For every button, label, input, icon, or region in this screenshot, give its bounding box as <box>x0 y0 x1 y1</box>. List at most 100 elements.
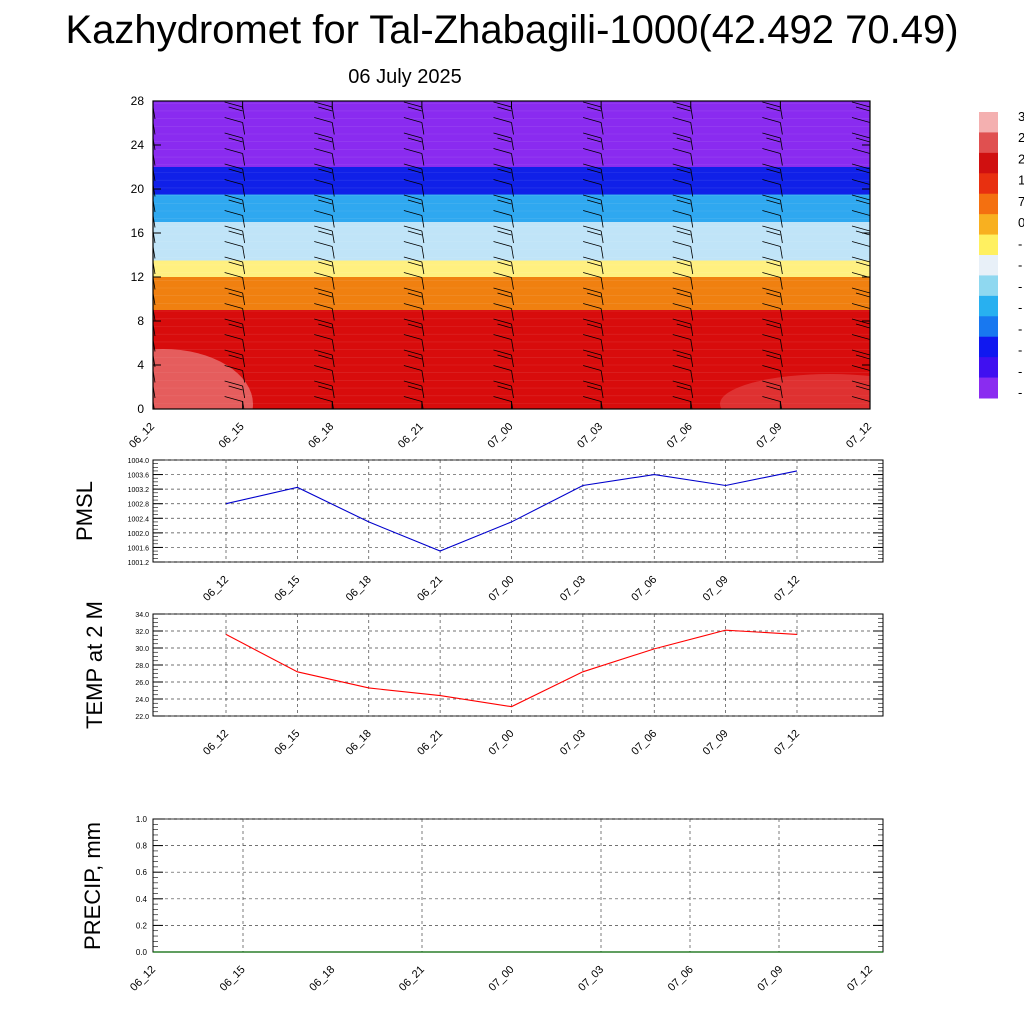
wind-barb <box>851 132 870 143</box>
x-tick-label: 07_03 <box>558 574 588 604</box>
y-tick-label: 20 <box>131 182 145 196</box>
wind-barb <box>672 349 694 368</box>
wind-barb <box>403 349 425 368</box>
colorbar-swatch <box>979 112 998 133</box>
wind-barb <box>493 210 514 228</box>
wind-barb <box>153 246 156 259</box>
wind-barb <box>672 194 694 213</box>
y-tick-label: 8 <box>137 314 144 328</box>
wind-barb <box>672 148 694 166</box>
wind-barb <box>224 117 246 135</box>
x-tick-label: 06_15 <box>272 728 302 758</box>
colorbar-label: - <box>1018 300 1022 315</box>
wind-barb <box>403 241 425 259</box>
wind-barb <box>672 256 694 275</box>
colorbar-swatch <box>979 214 998 236</box>
wind-barb <box>583 163 604 182</box>
x-tick-label: 07_00 <box>487 964 517 994</box>
wind-barb <box>672 210 694 228</box>
wind-barb <box>224 256 246 275</box>
wind-barb <box>583 380 604 399</box>
y-tick-label: 0.6 <box>136 868 148 877</box>
wind-barb <box>153 168 156 182</box>
wind-barb <box>851 287 870 298</box>
wind-barb <box>493 179 514 197</box>
pmsl-panel: 1001.2 1001.6 1002.0 1002.4 1002.8 1003.2 1003… <box>72 458 884 604</box>
colorbar-label: - <box>1018 321 1022 336</box>
colorbar-swatch <box>979 173 998 195</box>
wind-barb <box>314 303 335 321</box>
chart-title: Kazhydromet for Tal-Zhabagili-1000(42.49… <box>65 8 959 52</box>
wind-barb <box>493 163 514 182</box>
wind-barb <box>583 194 604 213</box>
wind-barb <box>493 256 514 275</box>
colorbar-swatch <box>979 132 998 154</box>
wind-barb <box>493 318 514 337</box>
y-tick-label: 28.0 <box>135 663 149 670</box>
wind-barb <box>403 287 425 306</box>
wind-barb <box>314 334 335 352</box>
wind-barb <box>672 318 694 337</box>
heatmap-band <box>153 310 870 409</box>
wind-barb <box>851 210 870 218</box>
y-tick-label: 24 <box>131 138 145 152</box>
wind-barb <box>403 163 425 182</box>
wind-barb <box>762 241 783 259</box>
wind-barb <box>583 117 604 135</box>
wind-barb <box>762 256 783 275</box>
colorbar-swatch <box>979 336 998 358</box>
plot-frame <box>152 818 884 953</box>
wind-barb <box>224 148 246 166</box>
y-tick-label: 1004.0 <box>128 458 150 465</box>
heatmap-band <box>153 260 870 277</box>
wind-barb <box>224 225 246 244</box>
wind-barb <box>493 148 514 166</box>
cross-section-panel: 0 4 8 12 16 20 24 28 06_12 06_15 06_18 06_21 07_00 07… <box>127 94 874 451</box>
wind-barb <box>672 287 694 306</box>
wind-barb <box>851 380 870 391</box>
wind-barb <box>403 334 425 352</box>
y-tick-label: 1003.6 <box>128 473 150 480</box>
x-tick-label: 07_12 <box>844 421 874 451</box>
y-tick-label: 0.8 <box>136 842 148 851</box>
x-tick-label: 06_21 <box>415 728 445 758</box>
x-tick-label: 06_15 <box>217 421 247 451</box>
wind-barb <box>583 241 604 259</box>
wind-barb <box>493 380 514 399</box>
wind-barb <box>314 241 335 259</box>
wind-barb <box>493 194 514 213</box>
wind-barb <box>314 117 335 135</box>
wind-barb <box>493 117 514 135</box>
wind-barb <box>762 334 783 352</box>
x-tick-label: 07_00 <box>487 574 517 604</box>
colorbar-label: - <box>1018 343 1022 358</box>
wind-barb <box>762 163 783 182</box>
wind-barb <box>403 194 425 213</box>
wind-barb <box>403 256 425 275</box>
wind-barb <box>224 163 246 182</box>
wind-barb <box>224 194 246 213</box>
x-tick-label: 06_21 <box>396 421 426 451</box>
y-tick-label: 0.4 <box>136 895 148 904</box>
wind-barb <box>314 179 335 197</box>
x-tick-label: 07_06 <box>629 728 659 758</box>
x-tick-label: 07_03 <box>576 964 606 994</box>
wind-barb <box>224 210 246 228</box>
x-tick-label: 07_06 <box>665 421 695 451</box>
wind-barb <box>851 318 870 329</box>
wind-barb <box>672 272 694 290</box>
wind-barb <box>851 148 870 156</box>
wind-barb <box>403 303 425 321</box>
plot-frame <box>152 459 884 563</box>
wind-barb <box>314 163 335 182</box>
wind-barb <box>224 303 246 321</box>
wind-barb <box>672 117 694 135</box>
wind-barb <box>153 215 156 228</box>
colorbar-label: 7 <box>1018 194 1024 209</box>
x-tick-label: 07_12 <box>845 964 875 994</box>
wind-barb <box>153 199 156 213</box>
wind-barb <box>851 349 870 360</box>
wind-barb <box>762 225 783 244</box>
colorbar-label: 2 <box>1018 130 1024 145</box>
wind-barb <box>851 334 870 342</box>
